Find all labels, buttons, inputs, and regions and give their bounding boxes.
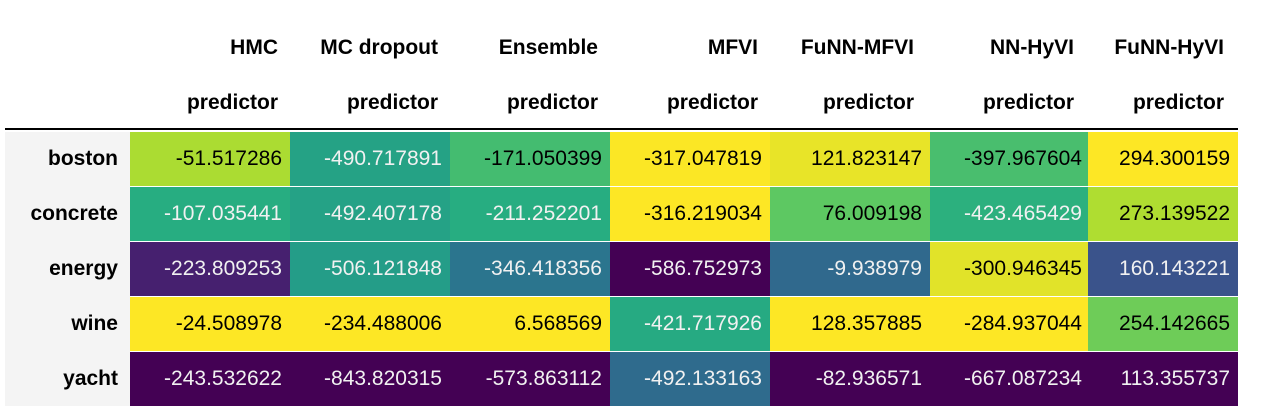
cell-concrete-4: 76.009198 [770, 187, 930, 241]
cell-yacht-6: 113.355737 [1088, 352, 1238, 406]
column-header-3-line-1: predictor [666, 91, 758, 114]
cell-energy-5: -300.946345 [930, 242, 1090, 296]
column-header-5-line-1: predictor [982, 91, 1074, 114]
column-header-1-line-1: predictor [346, 91, 438, 114]
row-label-yacht: yacht [63, 367, 118, 390]
header-rule [5, 128, 1238, 130]
cell-wine-6: 254.142665 [1088, 297, 1238, 351]
cell-boston-4: 121.823147 [770, 132, 930, 186]
column-header-0-line-0: HMC [230, 36, 278, 59]
cell-concrete-0: -107.035441 [130, 187, 290, 241]
cell-boston-5: -397.967604 [930, 132, 1090, 186]
cell-energy-0: -223.809253 [130, 242, 290, 296]
cell-concrete-3: -316.219034 [610, 187, 770, 241]
cell-yacht-0: -243.532622 [130, 352, 290, 406]
column-header-5-line-0: NN-HyVI [989, 36, 1074, 59]
cell-energy-2: -346.418356 [450, 242, 610, 296]
cell-wine-2: 6.568569 [450, 297, 610, 351]
cell-energy-1: -506.121848 [290, 242, 450, 296]
cell-boston-6: 294.300159 [1088, 132, 1238, 186]
cell-boston-1: -490.717891 [290, 132, 450, 186]
row-label-band [5, 132, 130, 406]
cell-wine-0: -24.508978 [130, 297, 290, 351]
cell-yacht-2: -573.863112 [450, 352, 610, 406]
cell-yacht-3: -492.133163 [610, 352, 770, 406]
column-header-6-line-1: predictor [1132, 91, 1224, 114]
row-label-concrete: concrete [30, 202, 118, 225]
cell-wine-5: -284.937044 [930, 297, 1090, 351]
cell-concrete-2: -211.252201 [450, 187, 610, 241]
cell-yacht-5: -667.087234 [930, 352, 1090, 406]
cell-wine-3: -421.717926 [610, 297, 770, 351]
column-header-2-line-0: Ensemble [498, 36, 598, 59]
column-header-0-line-1: predictor [186, 91, 278, 114]
column-header-3-line-0: MFVI [707, 36, 758, 59]
cell-concrete-5: -423.465429 [930, 187, 1090, 241]
cell-boston-3: -317.047819 [610, 132, 770, 186]
column-header-2-line-1: predictor [506, 91, 598, 114]
row-label-energy: energy [49, 257, 118, 280]
cell-boston-2: -171.050399 [450, 132, 610, 186]
cell-wine-4: 128.357885 [770, 297, 930, 351]
column-header-6-line-0: FuNN-HyVI [1114, 36, 1224, 59]
column-header-1-line-0: MC dropout [320, 36, 438, 59]
cell-concrete-1: -492.407178 [290, 187, 450, 241]
cell-energy-6: 160.143221 [1088, 242, 1238, 296]
column-header-4-line-1: predictor [822, 91, 914, 114]
row-label-boston: boston [48, 147, 118, 170]
cell-wine-1: -234.488006 [290, 297, 450, 351]
row-label-wine: wine [71, 312, 118, 335]
cell-energy-3: -586.752973 [610, 242, 770, 296]
cell-boston-0: -51.517286 [130, 132, 290, 186]
cell-yacht-1: -843.820315 [290, 352, 450, 406]
cell-yacht-4: -82.936571 [770, 352, 930, 406]
cell-energy-4: -9.938979 [770, 242, 930, 296]
column-header-4-line-0: FuNN-MFVI [800, 36, 914, 59]
cell-concrete-6: 273.139522 [1088, 187, 1238, 241]
